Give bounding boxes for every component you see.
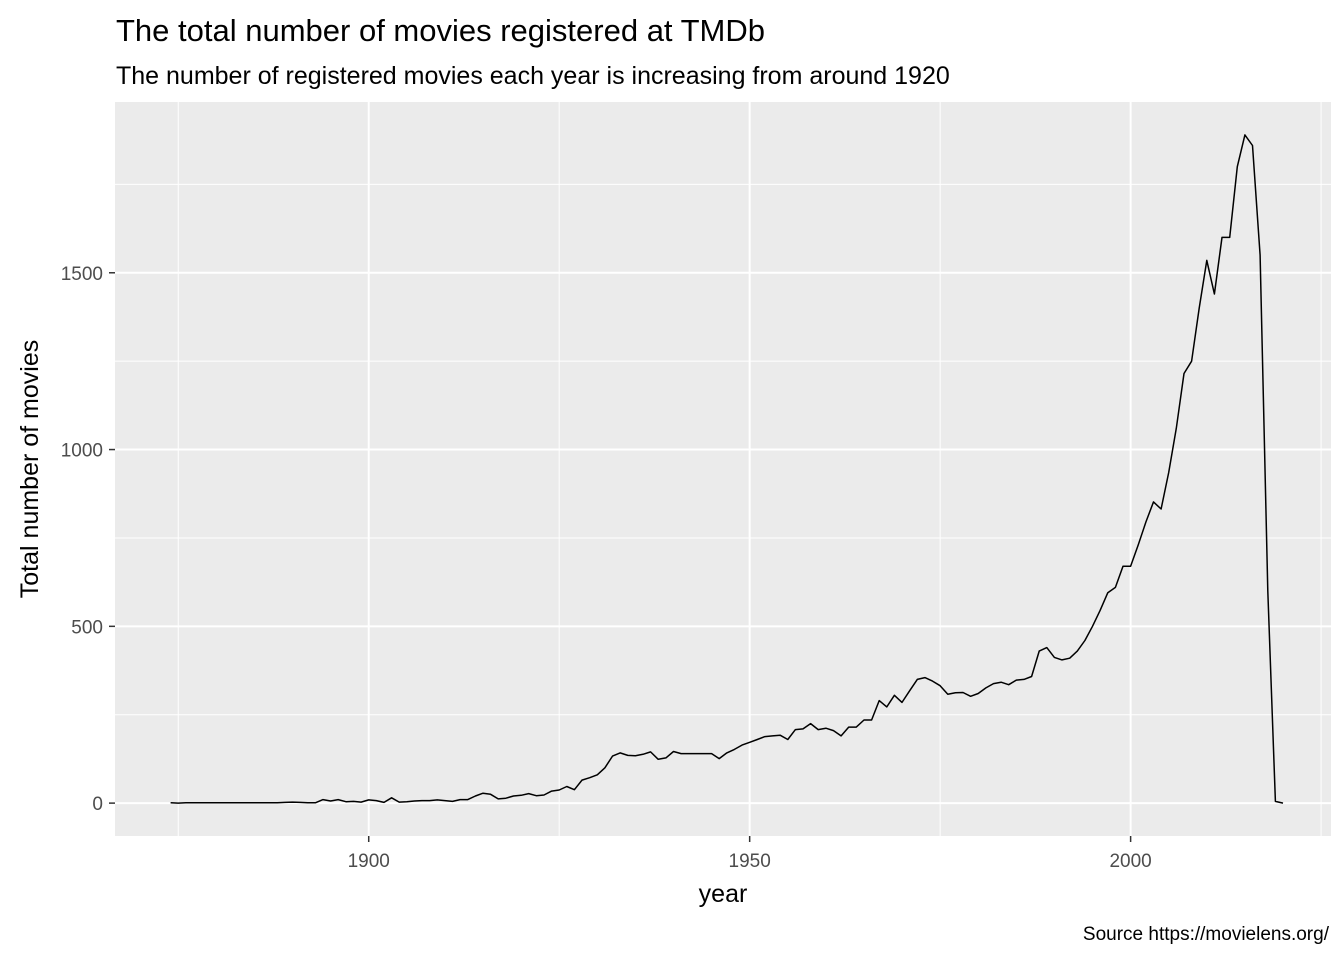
chart-subtitle: The number of registered movies each yea…: [116, 62, 950, 90]
plot-panel: [115, 102, 1331, 836]
chart-caption: Source https://movielens.org/: [1083, 924, 1330, 945]
movies-per-year-line: [170, 134, 1284, 804]
chart-title: The total number of movies registered at…: [116, 13, 765, 48]
major-gridlines: [115, 102, 1331, 836]
x-tick-label: 2000: [1109, 851, 1151, 872]
x-tick-label: 1900: [348, 851, 390, 872]
y-tick-label: 1500: [61, 264, 103, 285]
y-axis: 0 500 1000 1500: [61, 264, 115, 815]
x-axis: 1900 1950 2000: [348, 836, 1152, 872]
x-tick-label: 1950: [729, 851, 771, 872]
y-tick-label: 500: [71, 617, 103, 638]
y-tick-label: 0: [92, 794, 103, 815]
x-axis-title: year: [699, 880, 748, 908]
y-tick-label: 1000: [61, 441, 103, 462]
y-axis-title: Total number of movies: [16, 340, 44, 598]
minor-gridlines: [115, 102, 1331, 836]
